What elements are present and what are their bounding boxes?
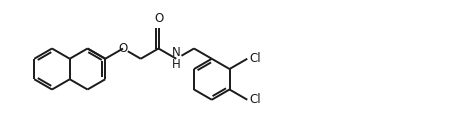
Text: O: O	[118, 42, 128, 55]
Text: N
H: N H	[172, 46, 181, 71]
Text: Cl: Cl	[249, 52, 261, 65]
Text: O: O	[154, 12, 163, 25]
Text: Cl: Cl	[249, 93, 261, 106]
